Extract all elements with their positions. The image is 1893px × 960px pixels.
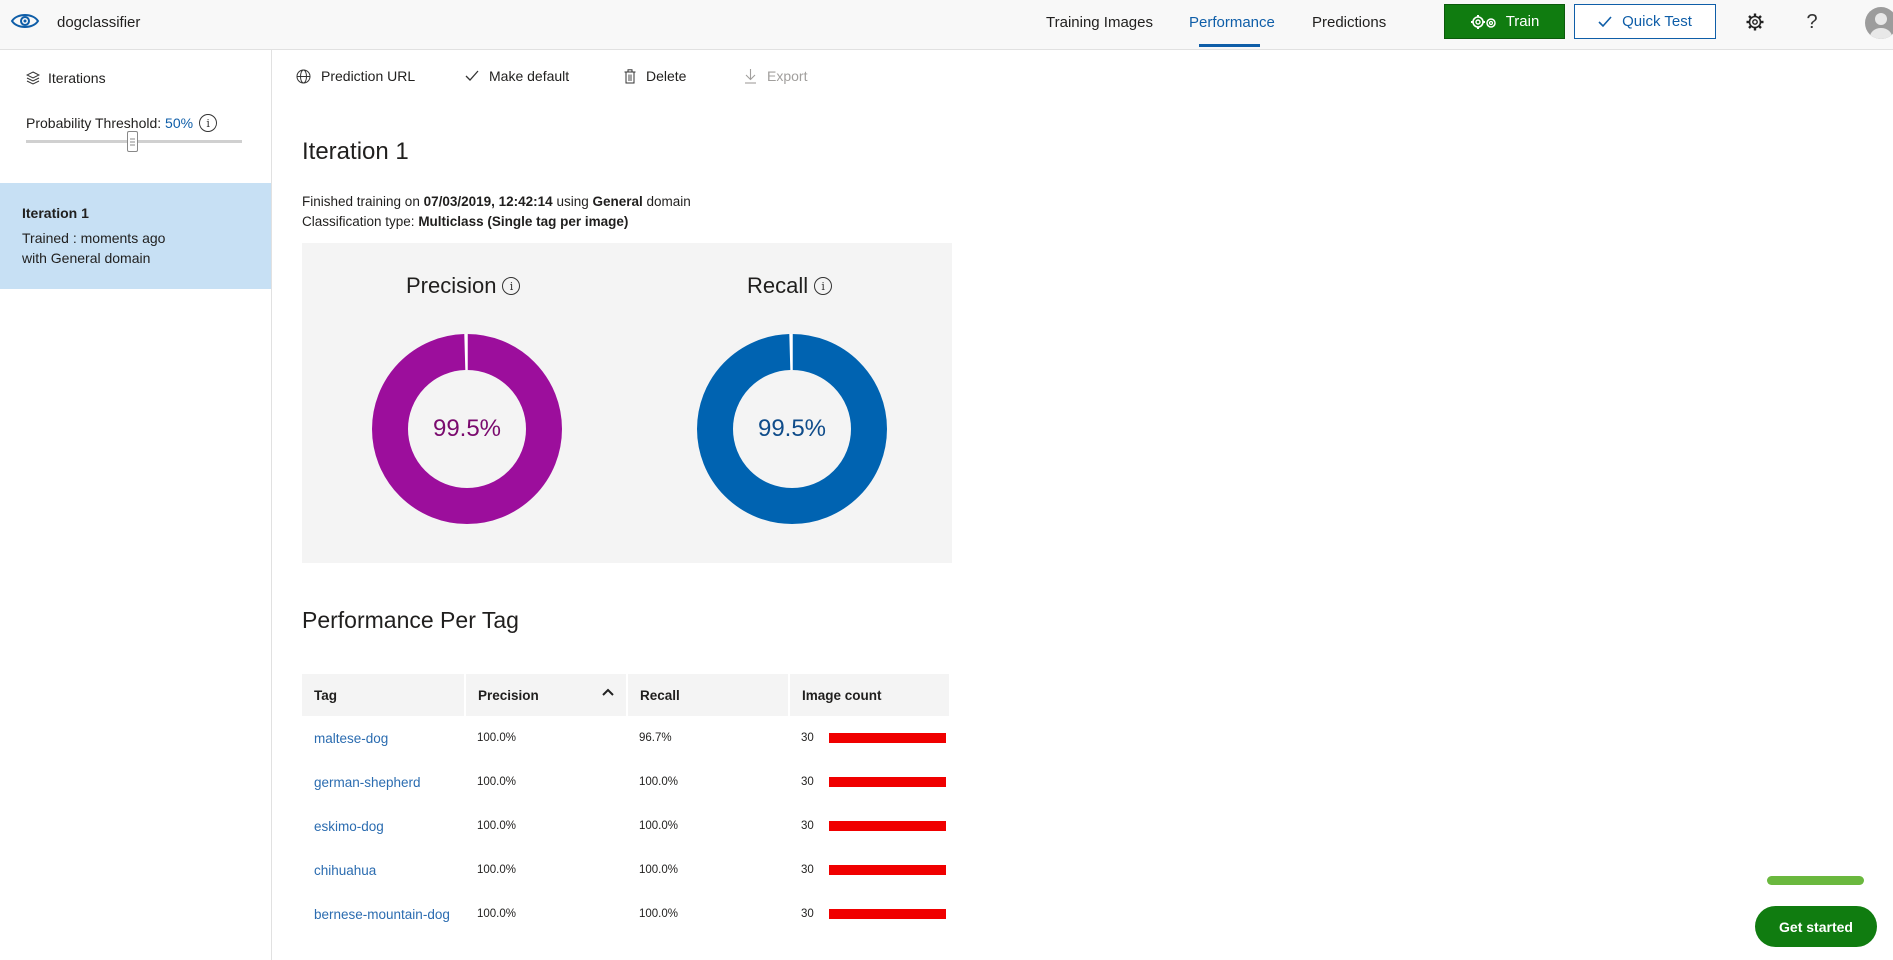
tag-image-count: 30 (801, 908, 814, 920)
iterations-header[interactable]: Iterations (26, 70, 106, 86)
column-header-image-count-label: Image count (802, 687, 882, 703)
active-tab-underline (1199, 44, 1260, 47)
globe-icon (296, 69, 311, 83)
iteration-trained: Trained : moments ago (22, 230, 166, 246)
precision-value: 99.5% (432, 415, 502, 442)
info-icon[interactable]: i (502, 277, 521, 295)
download-icon (745, 69, 756, 84)
finished-training-text: Finished training on 07/03/2019, 12:42:1… (302, 194, 691, 209)
trash-icon (624, 68, 636, 83)
classtype-prefix: Classification type: (302, 214, 419, 229)
image-count-bar (829, 909, 946, 919)
info-icon[interactable]: i (199, 114, 218, 132)
tag-recall: 100.0% (639, 820, 679, 832)
tag-precision: 100.0% (477, 732, 517, 744)
tag-recall: 100.0% (639, 776, 679, 788)
column-header-precision-label: Precision (478, 687, 539, 703)
tag-image-count: 30 (801, 732, 814, 744)
recall-title-text: Recall (747, 273, 809, 298)
get-started-button[interactable]: Get started (1755, 906, 1877, 947)
tab-predictions[interactable]: Predictions (1312, 14, 1387, 31)
finished-suffix: domain (642, 194, 691, 209)
quick-test-label: Quick Test (1622, 13, 1692, 30)
threshold-value: 50% (165, 115, 194, 131)
performance-per-tag-title: Performance Per Tag (302, 607, 519, 633)
tag-link[interactable]: german-shepherd (314, 775, 421, 790)
eye-icon[interactable] (10, 10, 40, 32)
column-header-recall[interactable]: Recall (628, 674, 788, 716)
tag-recall: 96.7% (639, 732, 672, 744)
classtype-value: Multiclass (Single tag per image) (418, 214, 629, 229)
delete-button[interactable]: Delete (624, 68, 686, 84)
top-bar: dogclassifier Training Images Performanc… (0, 0, 1893, 50)
column-header-tag[interactable]: Tag (302, 674, 464, 716)
iteration-name: Iteration 1 (22, 205, 89, 221)
recall-title: Recall i (747, 273, 833, 299)
column-header-image-count[interactable]: Image count (790, 674, 949, 716)
tag-recall: 100.0% (639, 864, 679, 876)
iterations-label: Iterations (48, 70, 106, 86)
check-icon (1598, 15, 1612, 27)
metrics-panel: Precision i 99.5% Recall i 99.5% (302, 243, 952, 563)
tag-image-count: 30 (801, 820, 814, 832)
image-count-bar (829, 821, 946, 831)
sort-ascending-icon[interactable] (602, 688, 614, 696)
gear-icon[interactable] (1743, 10, 1767, 34)
onboarding-progress (1767, 876, 1864, 885)
precision-donut (372, 334, 562, 524)
tag-image-count: 30 (801, 864, 814, 876)
recall-donut (697, 334, 887, 524)
delete-label: Delete (646, 68, 687, 84)
column-header-tag-label: Tag (314, 687, 337, 703)
make-default-label: Make default (489, 68, 570, 84)
tag-recall: 100.0% (639, 908, 679, 920)
finished-prefix: Finished training on (302, 194, 424, 209)
threshold-slider-handle[interactable] (127, 131, 138, 152)
export-button[interactable]: Export (744, 68, 807, 84)
precision-title: Precision i (406, 273, 521, 299)
column-header-recall-label: Recall (640, 687, 680, 703)
iteration-title: Iteration 1 (302, 138, 409, 165)
image-count-bar (829, 865, 946, 875)
layers-icon (26, 71, 40, 85)
tag-link[interactable]: eskimo-dog (314, 819, 384, 834)
image-count-bar (829, 733, 946, 743)
tab-performance[interactable]: Performance (1189, 14, 1275, 31)
finished-mid: using (552, 194, 593, 209)
prediction-url-button[interactable]: Prediction URL (296, 68, 415, 84)
quick-test-button[interactable]: Quick Test (1574, 4, 1716, 39)
gears-icon (1470, 14, 1496, 29)
recall-value: 99.5% (757, 415, 827, 442)
tab-training-images[interactable]: Training Images (1046, 14, 1153, 31)
make-default-button[interactable]: Make default (465, 68, 569, 84)
image-count-bar (829, 777, 946, 787)
iteration-domain: with General domain (22, 250, 151, 266)
help-icon[interactable]: ? (1806, 10, 1818, 33)
check-icon (465, 70, 479, 81)
export-label: Export (767, 68, 808, 84)
avatar[interactable] (1865, 7, 1893, 39)
tag-precision: 100.0% (477, 908, 517, 920)
finished-domain: General (592, 194, 643, 209)
classification-type-text: Classification type: Multiclass (Single … (302, 214, 628, 229)
sidebar: Iterations Probability Threshold: 50% i … (0, 50, 272, 960)
tag-image-count: 30 (801, 776, 814, 788)
iteration-list-item[interactable]: Iteration 1 Trained : moments ago with G… (0, 183, 271, 289)
finished-date: 07/03/2019, 12:42:14 (423, 194, 553, 209)
tag-link[interactable]: bernese-mountain-dog (314, 907, 450, 922)
tag-precision: 100.0% (477, 776, 517, 788)
train-label: Train (1505, 13, 1540, 30)
project-name[interactable]: dogclassifier (57, 14, 141, 31)
probability-threshold: Probability Threshold: 50% i (26, 114, 218, 132)
threshold-label: Probability Threshold: (26, 115, 166, 131)
column-header-precision[interactable]: Precision (466, 674, 626, 716)
tag-precision: 100.0% (477, 864, 517, 876)
tag-link[interactable]: maltese-dog (314, 731, 389, 746)
train-button[interactable]: Train (1444, 4, 1565, 39)
tag-link[interactable]: chihuahua (314, 863, 377, 878)
info-icon[interactable]: i (814, 277, 833, 295)
tag-precision: 100.0% (477, 820, 517, 832)
prediction-url-label: Prediction URL (321, 68, 416, 84)
precision-title-text: Precision (406, 273, 497, 298)
